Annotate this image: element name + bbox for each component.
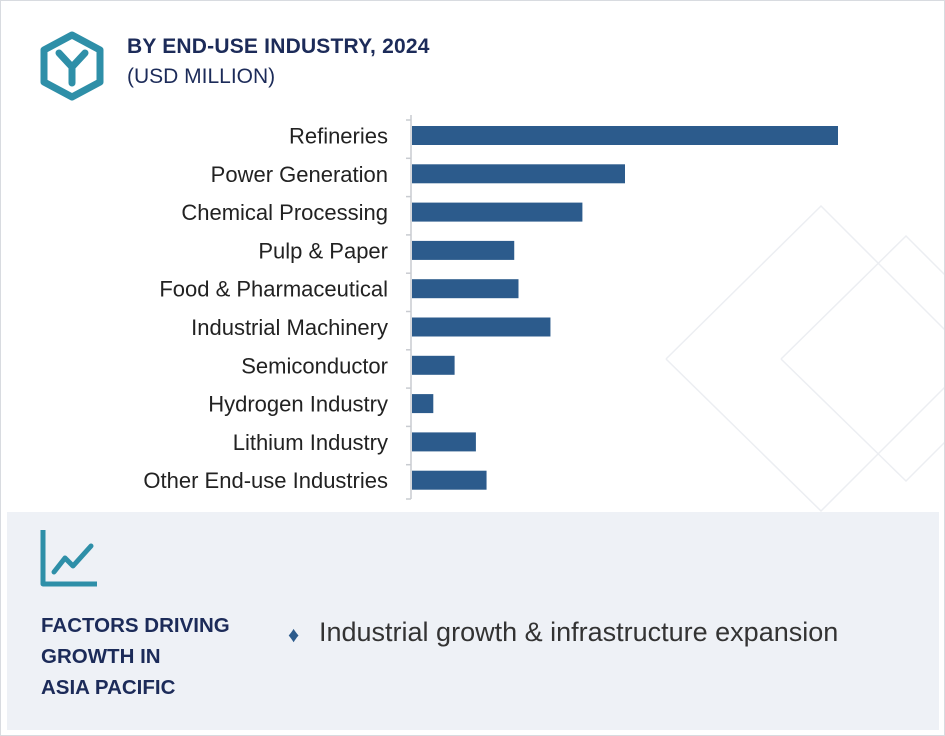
category-label: Refineries xyxy=(289,124,388,149)
category-label: Lithium Industry xyxy=(233,430,388,455)
category-label: Chemical Processing xyxy=(181,200,388,225)
category-label: Hydrogen Industry xyxy=(208,392,388,417)
category-label: Power Generation xyxy=(211,162,388,187)
bar xyxy=(412,470,487,490)
bar xyxy=(412,240,515,260)
hexagon-y-logo-icon xyxy=(40,31,104,101)
category-label: Industrial Machinery xyxy=(191,315,388,340)
factors-title-line: GROWTH IN xyxy=(41,645,161,668)
trend-chart-icon xyxy=(40,530,97,587)
factor-item: Industrial growth & infrastructure expan… xyxy=(319,617,839,647)
factors-panel: FACTORS DRIVING GROWTH IN ASIA PACIFIC ♦… xyxy=(7,512,939,730)
chart-title: BY END-USE INDUSTRY, 2024 xyxy=(127,35,430,58)
factors-title: FACTORS DRIVING GROWTH IN ASIA PACIFIC xyxy=(41,610,271,703)
bar xyxy=(412,126,838,145)
bar xyxy=(412,432,476,452)
chart-subtitle: (USD MILLION) xyxy=(127,65,276,88)
diamond-bullet-icon: ♦ xyxy=(288,622,300,647)
bar xyxy=(412,394,434,414)
category-label: Semiconductor xyxy=(241,353,388,378)
category-label: Other End-use Industries xyxy=(143,468,388,493)
bar xyxy=(412,355,455,375)
bar xyxy=(412,317,551,337)
bar xyxy=(412,202,583,222)
category-label: Food & Pharmaceutical xyxy=(159,277,388,302)
factors-title-line: FACTORS DRIVING xyxy=(41,614,230,637)
bar xyxy=(412,279,519,299)
factors-title-line: ASIA PACIFIC xyxy=(41,676,176,699)
bar xyxy=(412,164,625,184)
category-label: Pulp & Paper xyxy=(258,238,388,263)
bar-chart: Refineries Power Generation Chemical Proce… xyxy=(143,115,838,500)
